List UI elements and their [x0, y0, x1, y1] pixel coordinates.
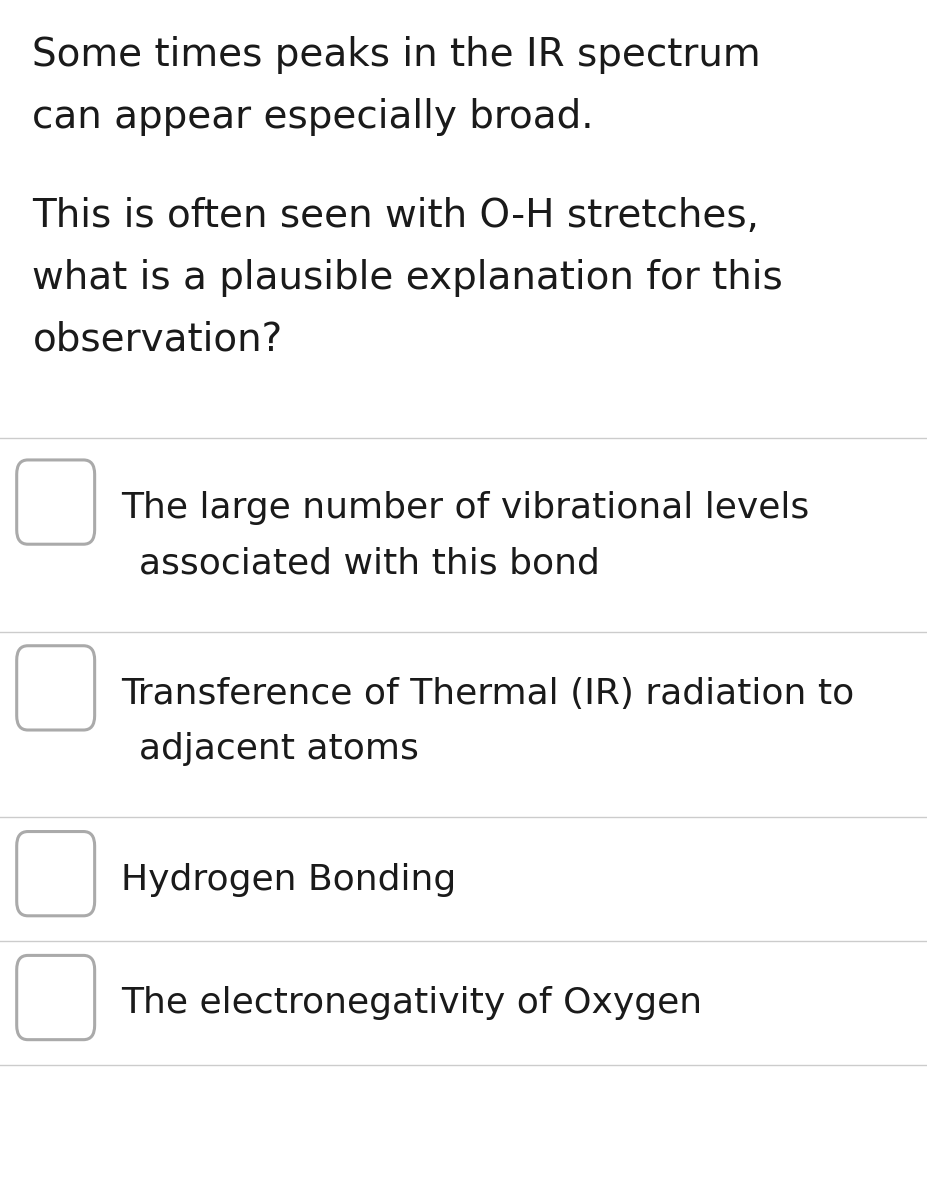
FancyBboxPatch shape [17, 955, 95, 1040]
FancyBboxPatch shape [17, 460, 95, 544]
Text: The large number of vibrational levels: The large number of vibrational levels [121, 491, 808, 525]
Text: The electronegativity of Oxygen: The electronegativity of Oxygen [121, 986, 701, 1021]
Text: Transference of Thermal (IR) radiation to: Transference of Thermal (IR) radiation t… [121, 676, 853, 711]
Text: Some times peaks in the IR spectrum: Some times peaks in the IR spectrum [32, 36, 760, 74]
Text: can appear especially broad.: can appear especially broad. [32, 98, 593, 136]
Text: Hydrogen Bonding: Hydrogen Bonding [121, 862, 455, 897]
Text: observation?: observation? [32, 320, 283, 358]
FancyBboxPatch shape [17, 831, 95, 916]
FancyBboxPatch shape [17, 646, 95, 730]
Text: what is a plausible explanation for this: what is a plausible explanation for this [32, 258, 782, 297]
Text: associated with this bond: associated with this bond [139, 547, 600, 581]
Text: This is often seen with O-H stretches,: This is often seen with O-H stretches, [32, 197, 758, 235]
Text: adjacent atoms: adjacent atoms [139, 732, 419, 767]
